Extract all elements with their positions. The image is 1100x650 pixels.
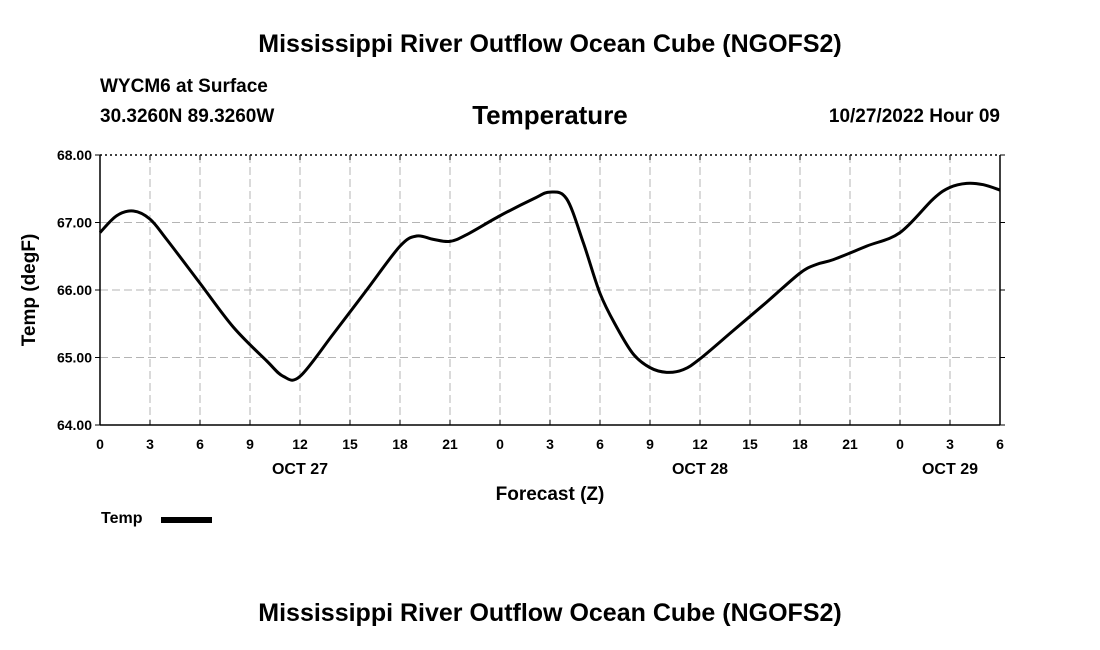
x-tick-label: 9 bbox=[246, 436, 254, 452]
x-tick-label: 9 bbox=[646, 436, 654, 452]
station-label: WYCM6 at Surface bbox=[100, 76, 268, 97]
x-tick-label: 18 bbox=[392, 436, 408, 452]
y-tick-label: 65.00 bbox=[57, 350, 92, 366]
x-tick-label: 6 bbox=[596, 436, 604, 452]
x-tick-label: 21 bbox=[442, 436, 458, 452]
y-tick-label: 67.00 bbox=[57, 215, 92, 231]
footer-title: Mississippi River Outflow Ocean Cube (NG… bbox=[258, 599, 842, 627]
day-label: OCT 28 bbox=[672, 461, 728, 478]
series-line-temp bbox=[98, 181, 1001, 382]
x-axis-title: Forecast (Z) bbox=[496, 484, 605, 505]
day-label: OCT 29 bbox=[922, 461, 978, 478]
main-title: Mississippi River Outflow Ocean Cube (NG… bbox=[258, 30, 842, 58]
forecast-date-label: 10/27/2022 Hour 09 bbox=[828, 106, 1000, 127]
x-tick-label: 12 bbox=[292, 436, 308, 452]
legend-label: Temp bbox=[101, 510, 143, 527]
x-tick-label: 15 bbox=[742, 436, 758, 452]
x-tick-label: 0 bbox=[896, 436, 904, 452]
x-tick-label: 3 bbox=[546, 436, 554, 452]
y-axis-title: Temp (degF) bbox=[19, 234, 40, 347]
x-tick-label: 0 bbox=[496, 436, 504, 452]
y-tick-label: 64.00 bbox=[57, 417, 92, 433]
x-tick-label: 3 bbox=[146, 436, 154, 452]
chart-title: Temperature bbox=[472, 100, 628, 130]
day-label: OCT 27 bbox=[272, 461, 328, 478]
x-tick-label: 6 bbox=[196, 436, 204, 452]
x-tick-label: 21 bbox=[842, 436, 858, 452]
x-tick-label: 18 bbox=[792, 436, 808, 452]
y-tick-label: 68.00 bbox=[57, 147, 92, 163]
x-tick-label: 3 bbox=[946, 436, 954, 452]
x-tick-label: 12 bbox=[692, 436, 708, 452]
coordinates-label: 30.3260N 89.3260W bbox=[100, 106, 275, 127]
y-tick-label: 66.00 bbox=[57, 282, 92, 298]
legend-swatch bbox=[161, 517, 212, 523]
x-tick-label: 6 bbox=[996, 436, 1004, 452]
x-tick-label: 15 bbox=[342, 436, 358, 452]
x-tick-label: 0 bbox=[96, 436, 104, 452]
